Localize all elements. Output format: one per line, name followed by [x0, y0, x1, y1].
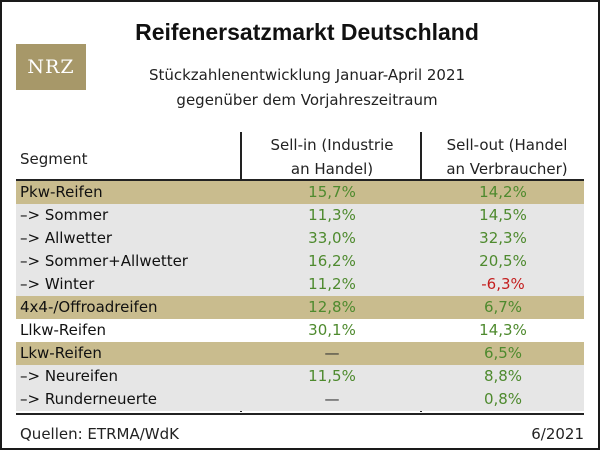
row-segment: Llkw-Reifen — [20, 321, 107, 339]
row-sell-in: 15,7% — [308, 183, 356, 201]
header-sell-in-line-2: an Handel) — [290, 160, 374, 178]
nrz-logo: NRZ — [16, 44, 86, 90]
row-sell-in: 12,8% — [308, 298, 356, 316]
row-sell-in: 11,5% — [308, 367, 356, 385]
table-row-pkw: Pkw-Reifen 15,7% 14,2% — [16, 181, 584, 204]
header-sell-in-line-1: Sell-in (Industrie — [270, 136, 394, 154]
table-row-lkw: Lkw-Reifen — 6,5% — [16, 342, 584, 365]
table-row-sommer-allwetter: –> Sommer+Allwetter 16,2% 20,5% — [16, 250, 584, 273]
table-row-allwetter: –> Allwetter 33,0% 32,3% — [16, 227, 584, 250]
row-sell-out: 6,5% — [483, 344, 523, 362]
row-segment: –> Sommer+Allwetter — [20, 252, 188, 270]
row-sell-out: 14,5% — [479, 206, 527, 224]
row-segment: –> Winter — [20, 275, 95, 293]
row-segment: –> Allwetter — [20, 229, 113, 247]
table-row-offroad: 4x4-/Offroadreifen 12,8% 6,7% — [16, 296, 584, 319]
table-row-llkw: Llkw-Reifen 30,1% 14,3% — [16, 319, 584, 342]
table-bottom-rule — [16, 413, 584, 415]
row-sell-in: — — [324, 390, 340, 408]
row-sell-in: 30,1% — [308, 321, 356, 339]
header-sell-out-line-1: Sell-out (Handel — [446, 136, 568, 154]
page-title: Reifenersatzmarkt Deutschland — [135, 19, 479, 45]
row-sell-out: 0,8% — [483, 390, 523, 408]
header-divider — [16, 179, 584, 181]
subtitle-line-2: gegenüber dem Vorjahreszeitraum — [176, 91, 438, 109]
row-segment: –> Runderneuerte — [20, 390, 157, 408]
table-row-runderneuerte: –> Runderneuerte — 0,8% — [16, 388, 584, 411]
row-sell-in: 11,2% — [308, 275, 356, 293]
row-segment: –> Sommer — [20, 206, 109, 224]
row-sell-out: 32,3% — [479, 229, 527, 247]
row-segment: Lkw-Reifen — [20, 344, 102, 362]
header-segment: Segment — [20, 150, 88, 168]
row-segment: 4x4-/Offroadreifen — [20, 298, 158, 316]
table-row-winter: –> Winter 11,2% -6,3% — [16, 273, 584, 296]
header-sell-out: Sell-out (Handel an Verbraucher) — [422, 133, 592, 181]
row-sell-in: — — [324, 344, 340, 362]
table-row-sommer: –> Sommer 11,3% 14,5% — [16, 204, 584, 227]
row-sell-out: 14,2% — [479, 183, 527, 201]
row-sell-out: 6,7% — [483, 298, 523, 316]
row-segment: Pkw-Reifen — [20, 183, 103, 201]
row-sell-out: 20,5% — [479, 252, 527, 270]
row-sell-out: -6,3% — [481, 275, 525, 293]
row-sell-in: 33,0% — [308, 229, 356, 247]
row-sell-in: 11,3% — [308, 206, 356, 224]
row-segment: –> Neureifen — [20, 367, 119, 385]
row-sell-in: 16,2% — [308, 252, 356, 270]
header-sell-in: Sell-in (Industrie an Handel) — [242, 133, 422, 181]
table-row-neureifen: –> Neureifen 11,5% 8,8% — [16, 365, 584, 388]
source-note: Quellen: ETRMA/WdK — [20, 425, 179, 443]
logo-text: NRZ — [27, 56, 75, 78]
date-note: 6/2021 — [531, 425, 584, 443]
row-sell-out: 8,8% — [483, 367, 523, 385]
subtitle-line-1: Stückzahlenentwicklung Januar-April 2021 — [148, 66, 466, 84]
row-sell-out: 14,3% — [479, 321, 527, 339]
header-sell-out-line-2: an Verbraucher) — [446, 160, 568, 178]
